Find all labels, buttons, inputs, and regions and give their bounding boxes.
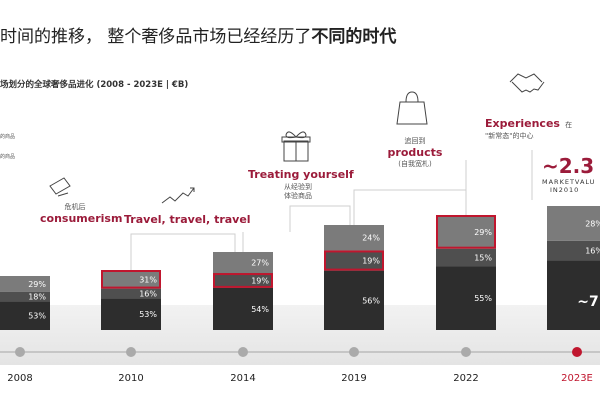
timeline-dot bbox=[126, 347, 136, 357]
era-4-suffix: 在 bbox=[565, 121, 573, 129]
year-label: 2019 bbox=[341, 373, 366, 384]
bar-value-label: 27% bbox=[251, 259, 269, 268]
bar-segment bbox=[0, 301, 50, 330]
side-note: 的商品 bbox=[0, 154, 16, 160]
era-3-sub: (自我宽札) bbox=[398, 160, 432, 168]
era-4-sub: "新常态"的中心 bbox=[485, 132, 534, 140]
year-label: 2014 bbox=[230, 373, 255, 384]
era-2: Treating yourself 从经验到 体验商品 bbox=[248, 168, 354, 201]
market-value-label: MARKETVALU bbox=[542, 178, 596, 186]
bar-segment bbox=[547, 240, 600, 261]
bar-value-label: 54% bbox=[251, 305, 269, 314]
bar-value-label: 16% bbox=[585, 247, 600, 256]
timeline-group: 2008 2010 2014 2019 2022 2023E bbox=[7, 347, 593, 384]
timeline-dot bbox=[238, 347, 248, 357]
era-connector bbox=[353, 189, 466, 225]
bar-segment bbox=[436, 215, 496, 249]
bar-segment bbox=[324, 250, 384, 271]
bar-segment bbox=[436, 248, 496, 267]
era-0-main: consumerism bbox=[40, 212, 123, 225]
bar-segment bbox=[213, 252, 273, 274]
era-0: 危机后 consumerism bbox=[40, 202, 123, 225]
bar-value-label: 29% bbox=[28, 280, 46, 289]
era-4-main: Experiences bbox=[485, 117, 560, 130]
bar-segment bbox=[547, 260, 600, 330]
gift-box-icon bbox=[281, 131, 311, 162]
bar-value-label: 24% bbox=[362, 234, 380, 243]
timeline-dot bbox=[572, 347, 582, 357]
market-value: ~2.3 bbox=[542, 154, 595, 178]
bar-segment bbox=[0, 276, 50, 292]
era-3: 追回到 products (自我宽札) bbox=[386, 136, 444, 169]
timeline-band bbox=[0, 305, 600, 365]
bar-value-label: 18% bbox=[28, 293, 46, 302]
bar-value-label: 19% bbox=[362, 257, 380, 266]
era-connector bbox=[289, 205, 351, 232]
bar-segment bbox=[101, 270, 161, 289]
era-3-pre: 追回到 bbox=[404, 137, 426, 145]
bar-segment bbox=[101, 298, 161, 330]
bar-value-label: 28% bbox=[585, 219, 600, 228]
bar-segment bbox=[324, 270, 384, 330]
bar-value-label: 53% bbox=[28, 312, 46, 321]
timeline-dot bbox=[349, 347, 359, 357]
era-1-main: Travel, travel, travel bbox=[124, 213, 251, 226]
handshake-icon bbox=[509, 73, 545, 93]
era-1: Travel, travel, travel bbox=[124, 213, 251, 226]
market-value-year: IN2010 bbox=[550, 186, 580, 194]
bar-value-label: 55% bbox=[474, 294, 492, 303]
bar-segment bbox=[547, 206, 600, 241]
bar-value-label: 31% bbox=[139, 275, 157, 284]
era-connector bbox=[130, 233, 236, 272]
hand-writing-icon bbox=[49, 177, 71, 197]
chart-subtitle: 场划分的全球奢侈品进化 (2008 - 2023E | €B) bbox=[0, 80, 189, 90]
shopping-bag-icon bbox=[396, 91, 428, 125]
era-2-main: Treating yourself bbox=[248, 168, 354, 181]
trend-arrow-icon bbox=[161, 187, 195, 204]
bar-highlight bbox=[101, 270, 161, 289]
bar-highlight bbox=[213, 273, 273, 288]
bar-segment bbox=[436, 266, 496, 330]
side-note: 的商品 bbox=[0, 134, 16, 140]
timeline-dot bbox=[461, 347, 471, 357]
bar-highlight bbox=[436, 215, 496, 249]
bar-segment bbox=[0, 291, 50, 302]
bar-value-label: 19% bbox=[251, 276, 269, 285]
page-title: 时间的推移， 整个奢侈品市场已经经历了不同的时代 bbox=[0, 27, 397, 47]
era-2-sub: 从经验到 体验商品 bbox=[284, 183, 312, 200]
year-label: 2022 bbox=[453, 373, 478, 384]
era-0-sub: 危机后 bbox=[64, 203, 86, 211]
year-label: 2010 bbox=[118, 373, 143, 384]
bar-segment bbox=[101, 288, 161, 299]
year-label: 2008 bbox=[7, 373, 32, 384]
bar-highlight bbox=[324, 250, 384, 271]
bar-value-label: 53% bbox=[139, 310, 157, 319]
year-label: 2023E bbox=[561, 373, 593, 384]
market-value-callout: ~2.3 MARKETVALU IN2010 bbox=[542, 154, 595, 194]
bar-value-label: 15% bbox=[474, 253, 492, 262]
era-3-main: products bbox=[387, 146, 443, 159]
era-4: Experiences 在 "新常态"的中心 bbox=[485, 112, 572, 141]
bar-segment bbox=[324, 225, 384, 251]
icons-group bbox=[49, 73, 545, 204]
era-connectors bbox=[130, 150, 533, 272]
bar-segment bbox=[213, 273, 273, 288]
partial-value-label: ~7 bbox=[577, 294, 598, 310]
timeline-dot bbox=[15, 347, 25, 357]
bar-value-label: 29% bbox=[474, 228, 492, 237]
bar-value-label: 56% bbox=[362, 296, 380, 305]
bars-group: 53% 18% 29% 53% 16% 31% 54% 19% 27% 56% 19% 24% 55% 1… bbox=[0, 206, 600, 330]
bar-segment bbox=[213, 287, 273, 330]
bar-value-label: 16% bbox=[139, 289, 157, 298]
